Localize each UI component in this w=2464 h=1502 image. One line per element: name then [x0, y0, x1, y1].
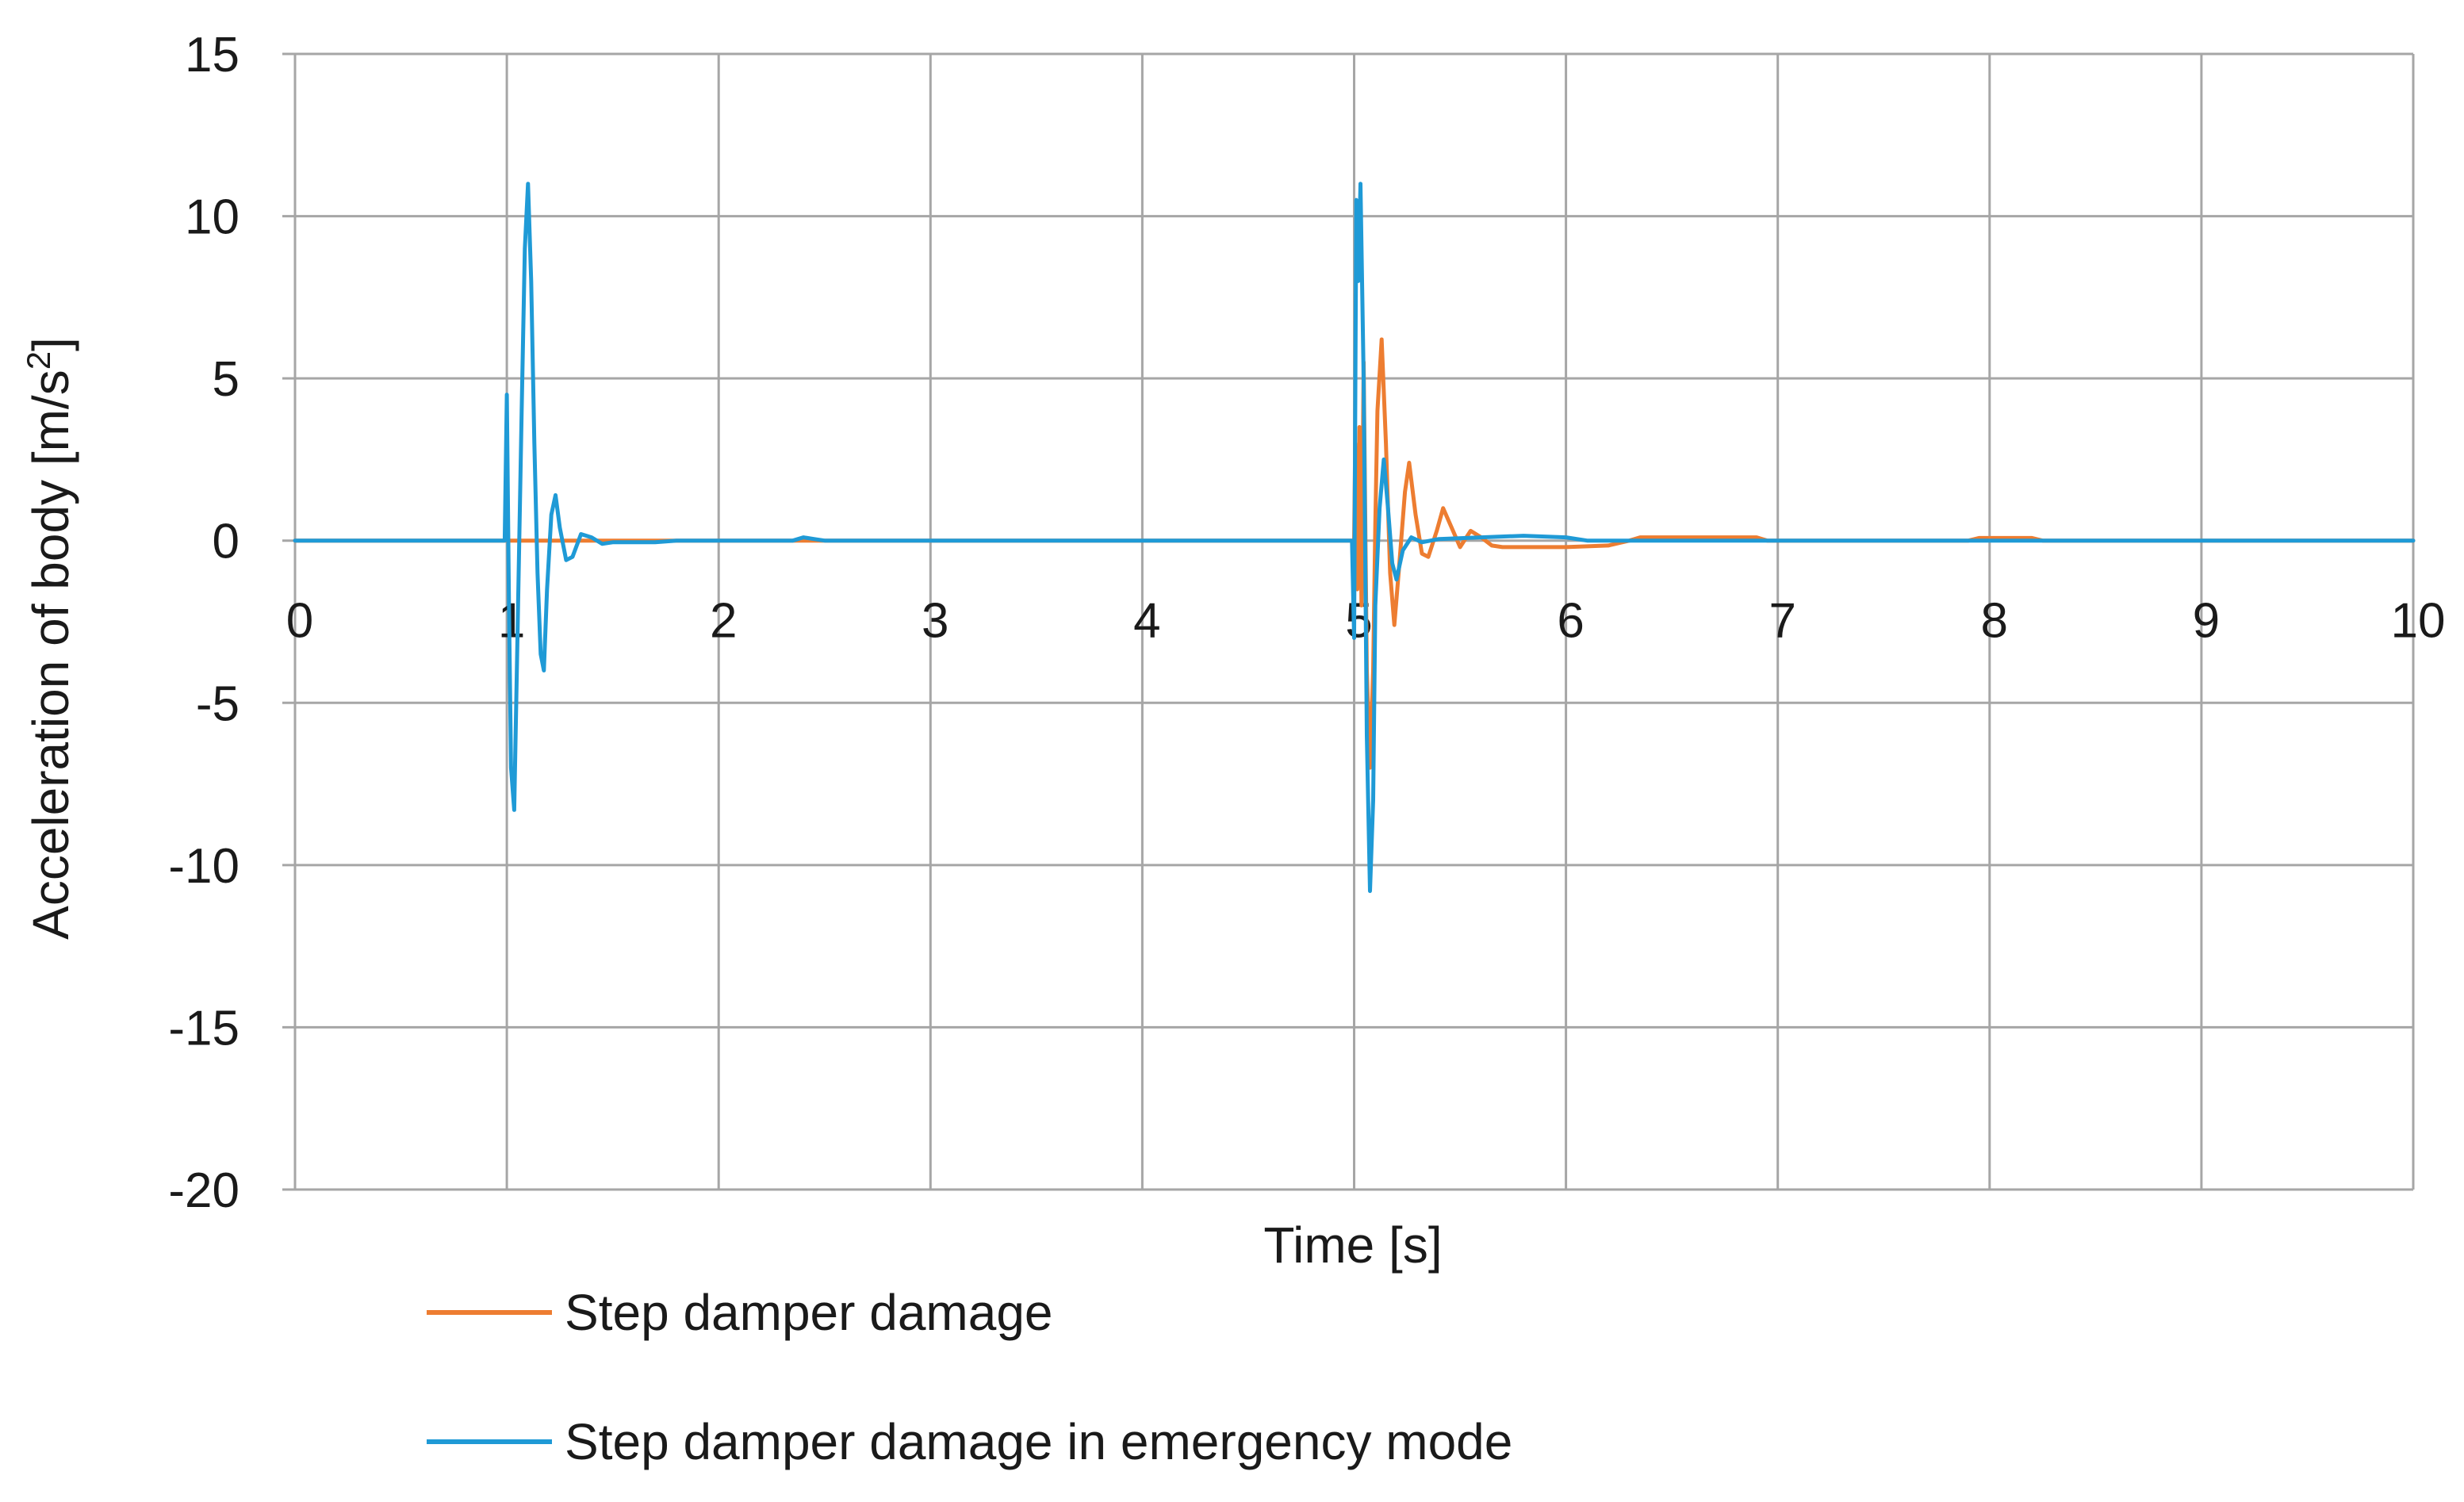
x-tick-label: 6: [1557, 594, 1584, 649]
y-axis-title: Acceleration of body [m/s2]: [20, 337, 80, 940]
y-axis-title-end: ]: [22, 337, 79, 351]
legend: Step damper damage Step damper damage in…: [427, 1284, 1512, 1470]
x-tick-label: 10: [2391, 594, 2446, 649]
x-tick-label: 9: [2193, 594, 2220, 649]
x-tick-label: 4: [1133, 594, 1160, 649]
y-tick-label: -5: [196, 676, 240, 731]
y-tick-label: 10: [185, 190, 240, 245]
x-tick-label: 7: [1768, 594, 1795, 649]
x-tick-label: 0: [286, 594, 313, 649]
y-tick-label: 15: [185, 28, 240, 82]
x-tick-label: 1: [498, 594, 525, 649]
y-tick-label: 0: [213, 515, 240, 569]
x-tick-labels: 0 1 2 3 4 5 6 7 8 9 10: [286, 594, 2446, 649]
legend-label-step-damper-damage: Step damper damage: [565, 1284, 1053, 1341]
y-tick-label: -15: [168, 1001, 240, 1056]
series-lines: [293, 182, 2416, 894]
y-tick-label: 5: [213, 352, 240, 407]
y-tick-label: -20: [168, 1163, 240, 1218]
x-axis-title: Time [s]: [1263, 1217, 1442, 1274]
y-axis-title-superscript: 2: [20, 351, 57, 370]
y-tick-labels: 15 10 5 0 -5 -10 -15 -20: [168, 28, 240, 1218]
x-tick-label: 8: [1981, 594, 2008, 649]
x-tick-label: 2: [710, 594, 737, 649]
series-line-step-damper-damage-emergency-mode: [293, 182, 2416, 894]
legend-label-step-damper-damage-emergency-mode: Step damper damage in emergency mode: [565, 1413, 1512, 1470]
y-axis-title-main: Acceleration of body [m/s: [22, 370, 79, 940]
y-tick-label: -10: [168, 839, 240, 894]
x-tick-label: 3: [922, 594, 948, 649]
